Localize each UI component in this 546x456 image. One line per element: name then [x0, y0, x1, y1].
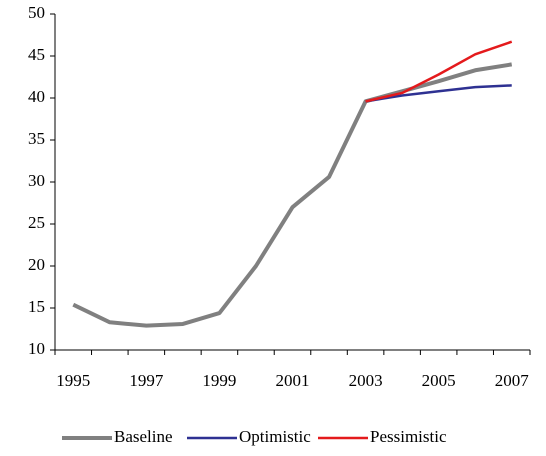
y-tick-label: 20 [28, 255, 45, 274]
y-tick-label: 40 [28, 87, 45, 106]
legend-label: Optimistic [239, 427, 311, 446]
y-tick-label: 45 [28, 45, 45, 64]
y-tick-label: 15 [28, 297, 45, 316]
series-line [365, 84, 512, 103]
y-tick-label: 30 [28, 171, 45, 190]
x-tick-label: 1999 [202, 371, 236, 390]
y-tick-label: 25 [28, 213, 45, 232]
x-tick-label: 2007 [495, 371, 530, 390]
x-tick-label: 1997 [129, 371, 164, 390]
series-line [72, 62, 513, 328]
x-tick-label: 1995 [56, 371, 90, 390]
y-tick-label: 50 [28, 3, 45, 22]
series-line [365, 40, 513, 103]
legend-label: Pessimistic [370, 427, 447, 446]
y-tick-label: 10 [28, 339, 45, 358]
x-tick-label: 2001 [276, 371, 310, 390]
legend-label: Baseline [114, 427, 173, 446]
x-tick-label: 2005 [422, 371, 456, 390]
y-tick-label: 35 [28, 129, 45, 148]
x-tick-label: 2003 [349, 371, 383, 390]
